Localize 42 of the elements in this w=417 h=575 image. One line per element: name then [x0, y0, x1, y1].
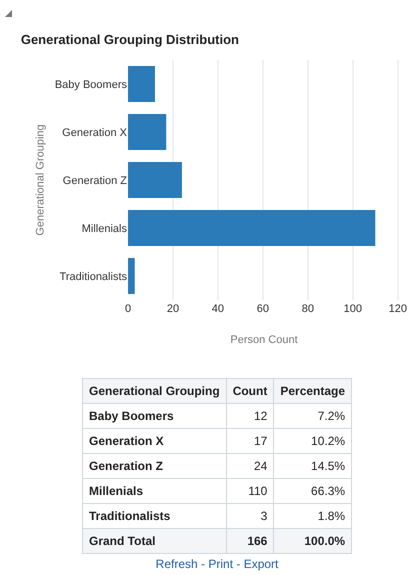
x-tick-label: 40 [212, 303, 224, 315]
chart-title: Generational Grouping Distribution [20, 32, 240, 47]
data-label: 1.8% [274, 504, 352, 528]
category-label: Traditionalists [82, 504, 226, 528]
category-label: Generation X [82, 428, 226, 454]
y-tick-label: Millenials [82, 222, 128, 235]
category-label: Millenials [82, 478, 226, 504]
x-tick-label: 0 [124, 303, 132, 315]
legend-title: Generational Grouping [82, 378, 226, 404]
bar [128, 162, 182, 198]
y-tick-label: Generation X [62, 126, 128, 139]
legend-label: Percentage [274, 378, 352, 404]
x-axis-title: Person Count [230, 334, 298, 346]
y-tick-label: Baby Boomers [54, 78, 128, 91]
text: Count [226, 378, 274, 404]
text: 166 [247, 534, 268, 548]
x-tick-label: 80 [302, 303, 314, 315]
bar [128, 210, 376, 246]
category-label: Generation Z [82, 454, 226, 478]
data-label: 110 [226, 478, 274, 504]
data-label: 66.3% [274, 478, 352, 504]
x-tick-label: 60 [256, 303, 270, 315]
text: Grand Total [89, 534, 156, 548]
y-tick-label: Traditionalists [60, 270, 128, 283]
bar [128, 66, 155, 102]
text: Refresh - Print - Export [156, 557, 278, 571]
category-label: Baby Boomers [82, 404, 226, 428]
data-label: 17 [226, 428, 274, 454]
y-tick-label: Generation Z [62, 174, 128, 187]
x-tick-label: 120 [388, 303, 407, 315]
data-label: 10.2% [274, 428, 352, 454]
data-label: 3 [226, 504, 274, 528]
bar [128, 114, 166, 150]
data-label: 14.5% [274, 454, 352, 478]
x-tick-label: 100 [344, 303, 362, 315]
data-label: 24 [226, 454, 274, 478]
data-label: 7.2% [274, 404, 352, 428]
y-axis-title: Generational Grouping [34, 124, 46, 236]
x-tick-label: 20 [166, 303, 180, 315]
data-label: 12 [226, 404, 274, 428]
text: 100.0% [304, 534, 346, 548]
bar [128, 258, 135, 294]
